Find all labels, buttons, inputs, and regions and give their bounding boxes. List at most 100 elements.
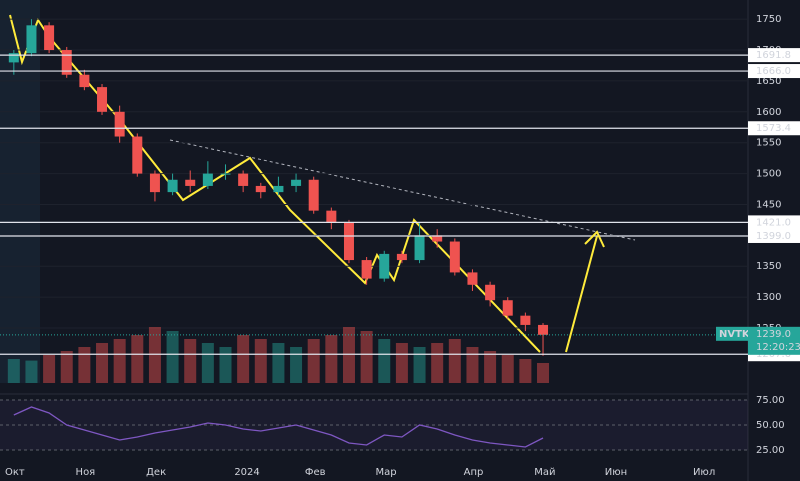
y-tick-label: 1650 <box>756 76 781 87</box>
x-tick-label: 2024 <box>234 467 259 478</box>
arrow-head <box>584 230 605 248</box>
y-tick-label: 75.00 <box>756 395 785 406</box>
volume-bar <box>272 343 285 383</box>
y-tick-label: 25.00 <box>756 445 785 456</box>
candle-body <box>485 284 496 301</box>
volume-bar <box>413 347 426 383</box>
volume-bar <box>307 339 320 383</box>
volume-bar <box>431 343 444 383</box>
candle-body <box>202 173 213 186</box>
candle-body <box>97 87 108 112</box>
zigzag <box>9 14 541 353</box>
trend-line <box>169 139 636 241</box>
level-tag <box>748 228 800 243</box>
candle-body <box>185 179 196 186</box>
candle-body <box>255 185 266 193</box>
volume-bar <box>60 351 73 383</box>
level-label: 1399.0 <box>756 231 791 242</box>
candle-body <box>467 272 478 285</box>
x-tick-label: Окт <box>5 467 25 478</box>
volume-bar <box>360 331 373 383</box>
x-tick-label: Июн <box>605 467 627 478</box>
volume-bar <box>7 359 20 383</box>
volume-bar <box>148 327 161 383</box>
y-tick-label: 50.00 <box>756 420 785 431</box>
level-tag <box>748 64 800 79</box>
candle-body <box>361 260 372 279</box>
volume-bar <box>395 343 408 383</box>
level-label: 1421.0 <box>756 217 791 228</box>
volume-bar <box>219 347 232 383</box>
candle-body <box>432 235 443 242</box>
candle-body <box>132 136 143 174</box>
volume-bar <box>466 347 479 383</box>
candle-body <box>502 300 513 316</box>
candle-body <box>8 53 19 63</box>
candle-body <box>308 179 319 211</box>
candle-body <box>44 25 55 51</box>
price-tag <box>748 326 800 355</box>
y-tick-label: 1350 <box>756 261 781 272</box>
y-tick-label: 1300 <box>756 292 781 303</box>
candle-body <box>396 253 407 261</box>
volume-bar <box>166 331 179 383</box>
x-tick-label: Май <box>534 467 555 478</box>
volume-bar <box>378 339 391 383</box>
candle-body <box>273 185 284 193</box>
last-price: 1239.0 <box>756 329 791 340</box>
candle-body <box>291 179 302 186</box>
candle-body <box>220 173 231 175</box>
candle-body <box>167 179 178 193</box>
volume-bar <box>237 335 250 383</box>
candle-body <box>538 324 549 335</box>
candle-body <box>114 111 125 137</box>
candle-body <box>414 235 425 261</box>
volume-bar <box>184 339 197 383</box>
candle-body <box>26 25 37 54</box>
volume-bar <box>290 347 303 383</box>
volume-bar <box>537 363 550 383</box>
y-tick-label: 1600 <box>756 107 781 118</box>
level-tag <box>748 48 800 63</box>
x-tick-label: Ноя <box>76 467 96 478</box>
volume-bar <box>325 335 338 383</box>
y-tick-label: 1550 <box>756 138 781 149</box>
volume-bar <box>501 355 514 383</box>
candle-body <box>326 210 337 224</box>
symbol-tag <box>716 326 748 341</box>
volume-bar <box>448 339 461 383</box>
level-label: 1573.4 <box>756 123 791 134</box>
x-tick-label: Мар <box>375 467 396 478</box>
x-tick-label: Июл <box>693 467 715 478</box>
timer: 12:20:23 <box>756 342 800 353</box>
candle-body <box>238 173 249 186</box>
volume-bar <box>113 339 126 383</box>
candle-body <box>343 223 354 261</box>
volume-bar <box>254 339 267 383</box>
volume-bar <box>519 359 532 383</box>
candle-body <box>149 173 160 193</box>
volume-bar <box>96 343 109 383</box>
x-tick-label: Фев <box>305 467 326 478</box>
volume-bar <box>25 360 38 383</box>
level-tag <box>748 121 800 136</box>
x-tick-label: Дек <box>146 467 166 478</box>
y-tick-label: 1500 <box>756 169 781 180</box>
symbol: NVTK <box>719 329 751 340</box>
candle-body <box>79 74 90 88</box>
forecast-arrow <box>565 235 598 353</box>
volume-bar <box>201 343 214 383</box>
level-label: 1666.0 <box>756 66 791 77</box>
volume-bar <box>131 335 144 383</box>
y-tick-label: 1450 <box>756 199 781 210</box>
x-tick-label: Апр <box>464 467 484 478</box>
candle-body <box>449 241 460 273</box>
level-tag <box>748 215 800 230</box>
volume-bar <box>484 351 497 383</box>
session-shade <box>0 0 40 383</box>
volume-bar <box>43 355 56 383</box>
candle-body <box>379 253 390 279</box>
volume-bar <box>78 347 91 383</box>
volume-bar <box>342 327 355 383</box>
